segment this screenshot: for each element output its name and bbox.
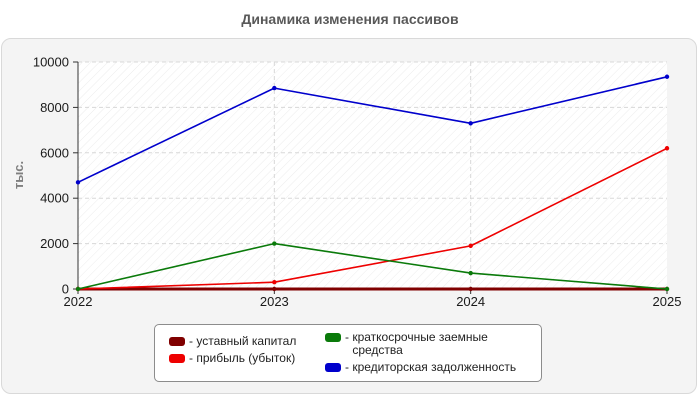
- y-tick-label: 6000: [40, 145, 69, 160]
- legend-item-kreditorskaya: - кредиторская задолженность: [325, 361, 516, 374]
- legend-prefix: -: [189, 351, 197, 365]
- data-point: [272, 85, 277, 91]
- data-point: [664, 286, 670, 292]
- data-point: [272, 279, 277, 285]
- y-tick-label: 4000: [40, 191, 69, 206]
- legend-label: кредиторская задолженность: [352, 360, 517, 374]
- data-point: [468, 121, 473, 126]
- legend-label-line: средства: [352, 343, 403, 357]
- series-line: [77, 76, 668, 184]
- x-tick-label: 2024: [456, 294, 485, 309]
- x-tick-label: 2022: [64, 294, 93, 309]
- y-axis-title: тыс.: [11, 161, 26, 189]
- legend-prefix: -: [345, 360, 353, 374]
- data-point: [468, 270, 473, 276]
- legend-label: прибыль (убыток): [196, 351, 296, 365]
- y-tick-label: 10000: [33, 55, 69, 70]
- data-point: [272, 286, 277, 292]
- y-tick-label: 8000: [40, 100, 69, 115]
- chart-title: Динамика изменения пассивов: [241, 11, 459, 27]
- legend-swatch: [325, 333, 341, 342]
- legend-swatch: [169, 337, 185, 346]
- legend-label: краткосрочные заемные средства: [352, 331, 488, 357]
- series-line: [77, 242, 668, 290]
- legend-label: уставный капитал: [196, 334, 297, 348]
- legend-label-line: краткосрочные заемные: [352, 330, 488, 344]
- legend-item-pribyl: - прибыль (убыток): [169, 352, 295, 365]
- legend-prefix: -: [189, 334, 197, 348]
- data-point: [468, 243, 473, 249]
- data-point: [272, 241, 277, 246]
- data-point: [75, 286, 81, 292]
- tick-labels: 0 2000 4000 6000 8000 10000 2022 2023 2024 2025: [33, 55, 682, 310]
- data-point: [664, 74, 670, 79]
- x-tick-label: 2023: [260, 294, 289, 309]
- legend-item-kratkosrochnye: - краткосрочные заемные средства: [325, 331, 488, 357]
- y-tick-label: 2000: [40, 236, 69, 251]
- grid-lines: [78, 61, 667, 289]
- legend-swatch: [325, 363, 341, 372]
- x-tick-label: 2025: [653, 294, 682, 309]
- legend-swatch: [169, 354, 185, 363]
- plot-hatch: [78, 62, 667, 289]
- series-lines: [75, 74, 670, 292]
- y-tick-label: 0: [62, 282, 69, 297]
- legend-item-ustavny: - уставный капитал: [169, 335, 296, 348]
- series-line: [77, 147, 668, 290]
- legend: - уставный капитал - прибыль (убыток) - …: [154, 324, 542, 382]
- data-point: [664, 146, 670, 151]
- data-point: [468, 286, 473, 292]
- legend-prefix: -: [345, 330, 353, 344]
- data-point: [75, 180, 81, 185]
